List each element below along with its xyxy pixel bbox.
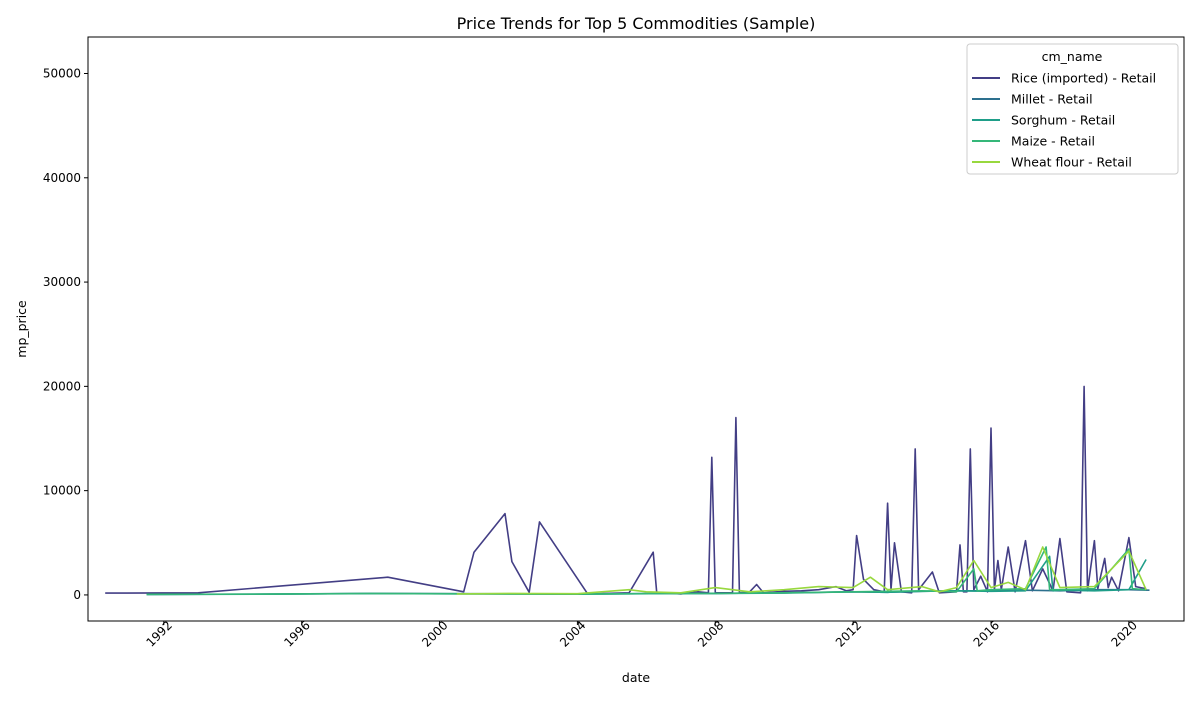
chart-title: Price Trends for Top 5 Commodities (Samp… [457,14,816,33]
legend: cm_name Rice (imported) - Retail Millet -… [966,43,1179,175]
y-axis-label: mp_price [14,300,29,358]
x-axis: 1992 1996 2000 2004 2008 2012 2016 2020 [143,618,1140,649]
y-tick-label: 0 [73,588,81,602]
y-tick-label: 30000 [43,275,81,289]
x-tick-label: 2020 [1109,618,1140,649]
y-tick-label: 50000 [43,67,81,81]
y-tick-label: 10000 [43,484,81,498]
y-tick-label: 40000 [43,171,81,185]
series-line-5 [456,546,1147,595]
y-axis: 0 10000 20000 30000 40000 50000 [43,67,88,602]
legend-label-1: Rice (imported) - Retail [1011,71,1156,86]
legend-label-2: Millet - Retail [1011,92,1093,107]
chart-marks [105,385,1150,596]
legend-box [966,43,1179,175]
x-axis-label: date [622,670,650,685]
series-line-1 [105,385,1147,595]
y-tick-label: 20000 [43,379,81,393]
legend-label-3: Sorghum - Retail [1011,113,1115,128]
x-tick-label: 2012 [833,618,864,649]
x-tick-label: 2016 [971,618,1002,649]
x-tick-label: 2004 [557,618,588,649]
x-tick-label: 2000 [419,618,450,649]
x-tick-label: 1992 [143,618,174,649]
x-tick-label: 2008 [695,618,726,649]
legend-title: cm_name [1042,49,1103,64]
legend-label-4: Maize - Retail [1011,134,1095,149]
plot-frame [87,36,1185,622]
legend-label-5: Wheat flour - Retail [1011,155,1132,170]
x-tick-label: 1996 [281,618,312,649]
